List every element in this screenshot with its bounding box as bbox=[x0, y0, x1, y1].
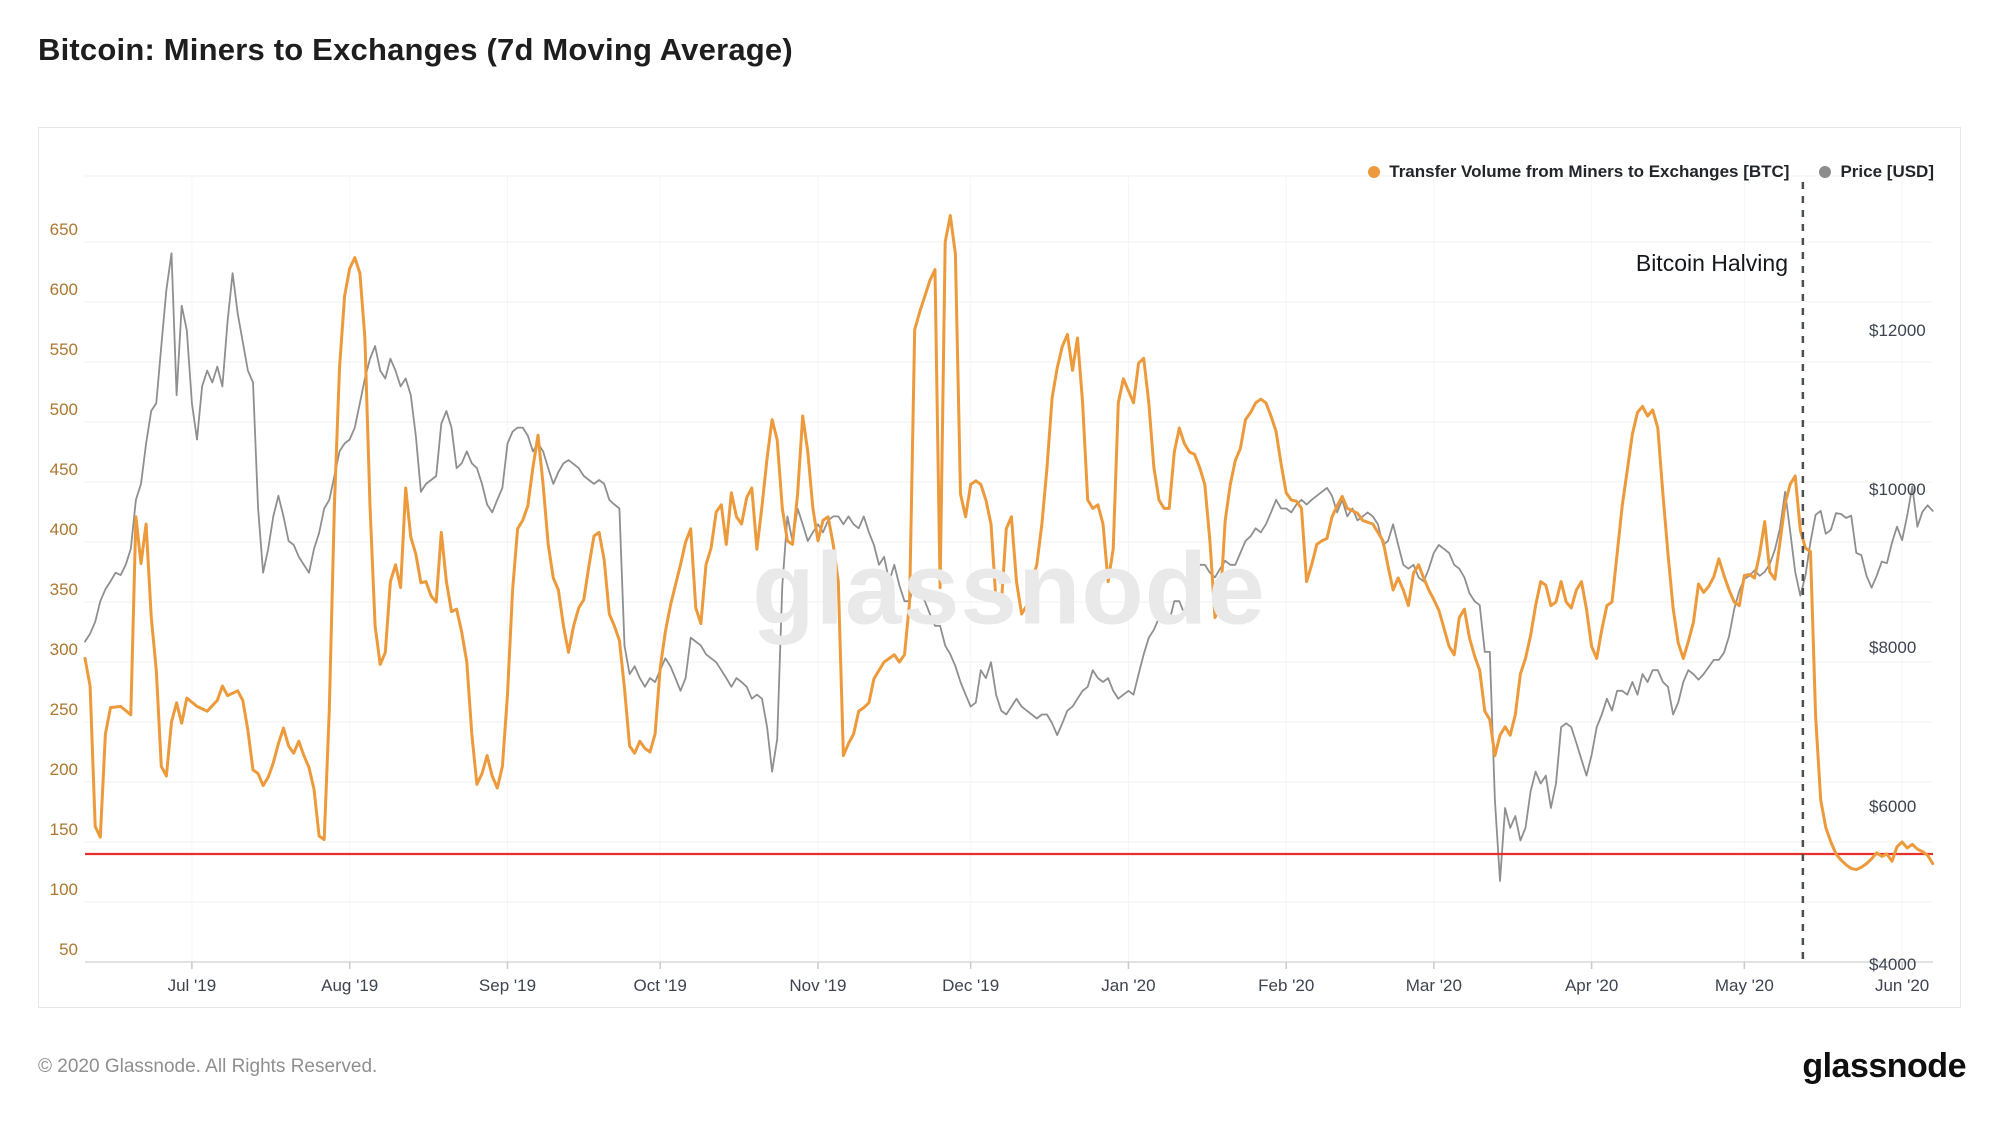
legend-marker-price-icon bbox=[1819, 166, 1832, 178]
x-axis-label: Oct '19 bbox=[633, 976, 687, 995]
x-axis-label: Jan '20 bbox=[1101, 976, 1156, 995]
y-axis-label-left: 150 bbox=[49, 820, 78, 839]
x-axis-label: Jun '20 bbox=[1874, 976, 1930, 995]
y-axis-label-left: 400 bbox=[49, 520, 78, 539]
series-price[interactable] bbox=[84, 252, 1934, 882]
y-axis-label-left: 550 bbox=[49, 340, 78, 359]
glassnode-watermark: glassnode bbox=[752, 531, 1266, 646]
legend-label-transfer-volume: Transfer Volume from Miners to Exchanges… bbox=[1389, 162, 1790, 181]
y-axis-label-left: 200 bbox=[49, 760, 78, 779]
bitcoin-halving-annotation: Bitcoin Halving bbox=[1635, 250, 1788, 276]
y-axis-label-left: 50 bbox=[59, 940, 78, 959]
y-axis-label-left: 600 bbox=[49, 280, 78, 299]
y-axis-label-right: $10000 bbox=[1869, 479, 1926, 499]
y-axis-label-left: 450 bbox=[49, 460, 78, 479]
y-axis-label-left: 250 bbox=[49, 700, 78, 719]
legend-label-price: Price [USD] bbox=[1840, 162, 1934, 181]
x-axis-label: Dec '19 bbox=[942, 976, 1000, 995]
glassnode-logo: glassnode bbox=[1802, 1047, 1966, 1085]
x-axis-label: Aug '19 bbox=[321, 976, 379, 995]
x-axis-label: Mar '20 bbox=[1405, 976, 1462, 995]
legend-item-transfer-volume[interactable]: Transfer Volume from Miners to Exchanges… bbox=[1368, 162, 1789, 182]
legend-marker-transfer-volume-icon bbox=[1368, 166, 1381, 178]
legend-item-price[interactable]: Price [USD] bbox=[1819, 162, 1934, 182]
x-axis-label: Sep '19 bbox=[478, 976, 537, 995]
y-axis-label-right: $8000 bbox=[1869, 638, 1917, 657]
x-axis-label: Feb '20 bbox=[1258, 976, 1315, 995]
y-axis-label-right: $12000 bbox=[1869, 321, 1926, 340]
y-axis-label-left: 100 bbox=[49, 880, 78, 899]
x-axis-label: Nov '19 bbox=[789, 976, 847, 995]
y-axis-label-left: 350 bbox=[49, 580, 78, 599]
footer-copyright: © 2020 Glassnode. All Rights Reserved. bbox=[38, 1056, 378, 1077]
page-title: Bitcoin: Miners to Exchanges (7d Moving … bbox=[38, 32, 793, 67]
series-transfer-volume[interactable] bbox=[83, 214, 1935, 872]
x-axis-label: May '20 bbox=[1714, 976, 1774, 995]
y-axis-label-left: 500 bbox=[49, 400, 78, 419]
y-axis-label-left: 650 bbox=[49, 220, 78, 239]
y-axis-label-right: $6000 bbox=[1869, 796, 1917, 816]
x-axis-label: Apr '20 bbox=[1564, 976, 1619, 995]
y-axis-label-left: 300 bbox=[49, 640, 78, 659]
x-axis-label: Jul '19 bbox=[167, 976, 217, 995]
y-axis-label-right: $4000 bbox=[1869, 955, 1917, 974]
legend: Transfer Volume from Miners to Exchanges… bbox=[1368, 162, 1934, 182]
